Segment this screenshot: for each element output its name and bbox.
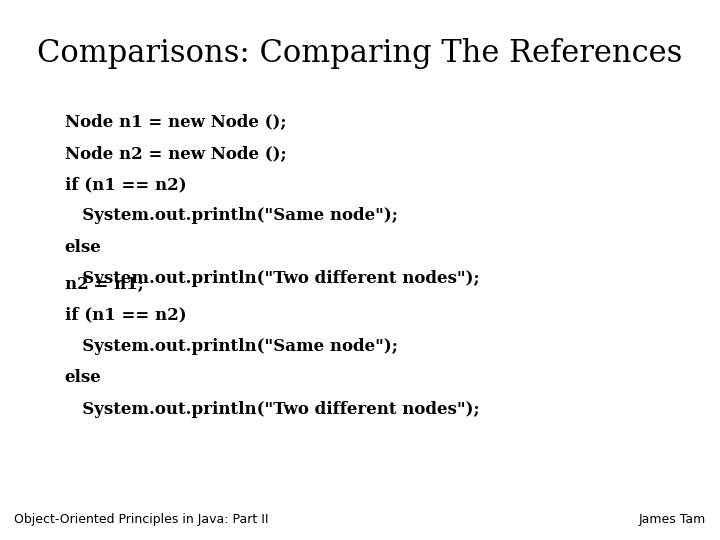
Text: Node n1 = new Node ();: Node n1 = new Node (); [65, 113, 287, 130]
Text: n2 = n1;: n2 = n1; [65, 275, 144, 292]
Text: James Tam: James Tam [639, 514, 706, 526]
Text: System.out.println("Two different nodes");: System.out.println("Two different nodes"… [65, 270, 480, 287]
Text: Node n2 = new Node ();: Node n2 = new Node (); [65, 145, 287, 161]
Text: System.out.println("Two different nodes");: System.out.println("Two different nodes"… [65, 401, 480, 417]
Text: System.out.println("Same node");: System.out.println("Same node"); [65, 207, 397, 224]
Text: if (n1 == n2): if (n1 == n2) [65, 176, 186, 193]
Text: Object-Oriented Principles in Java: Part II: Object-Oriented Principles in Java: Part… [14, 514, 269, 526]
Text: else: else [65, 369, 102, 386]
Text: else: else [65, 239, 102, 255]
Text: if (n1 == n2): if (n1 == n2) [65, 307, 186, 323]
Text: Comparisons: Comparing The References: Comparisons: Comparing The References [37, 38, 683, 69]
Text: System.out.println("Same node");: System.out.println("Same node"); [65, 338, 397, 355]
